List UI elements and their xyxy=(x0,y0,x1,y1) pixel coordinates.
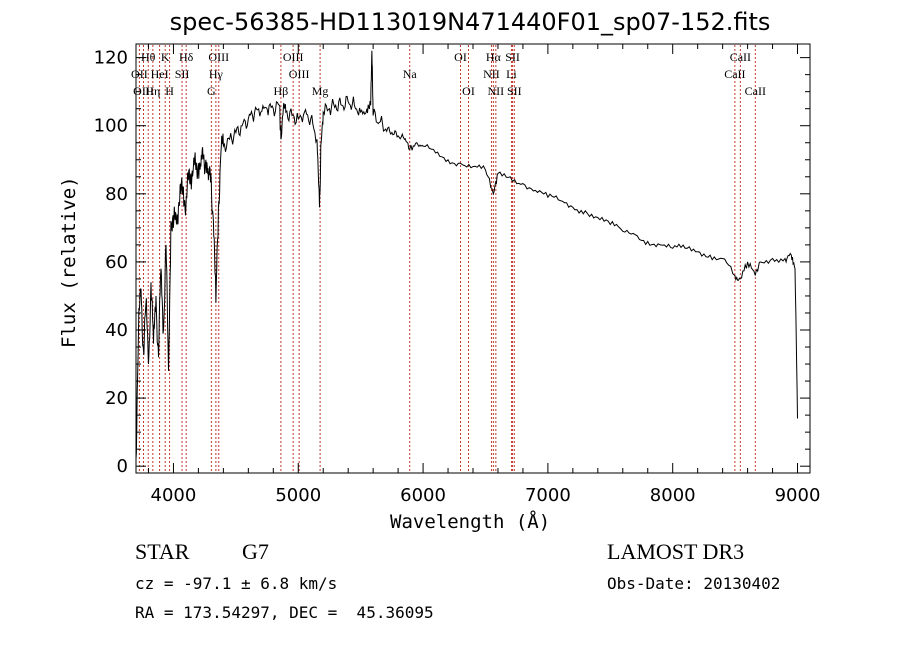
spectrum-series-line xyxy=(135,50,798,460)
redshift-label: cz = -97.1 ± 6.8 km/s xyxy=(135,574,338,593)
coords-label: RA = 173.54297, DEC = 45.36095 xyxy=(135,603,434,622)
spectral-line-label: OIII xyxy=(283,50,304,64)
spectral-line-label: Hβ xyxy=(274,84,289,98)
x-axis: 4000 5000 6000 7000 8000 9000 xyxy=(147,44,821,506)
plot-frame xyxy=(135,43,811,474)
spectral-line-label: OI xyxy=(462,84,475,98)
y-axis: 0 20 40 60 80 100 120 xyxy=(94,48,810,477)
spectral-line-label: Hη xyxy=(145,84,160,98)
spectral-line-label: Na xyxy=(403,67,418,81)
spectral-line-label: H xyxy=(165,84,174,98)
spectral-line-label: Li xyxy=(506,67,517,81)
spectral-line-label: G xyxy=(207,84,216,98)
spectral-line-label: OIII xyxy=(289,67,310,81)
spectral-line-label: SII xyxy=(507,84,522,98)
y-tick-label: 20 xyxy=(105,388,128,409)
spectral-line-label: Mg xyxy=(312,84,329,98)
spectral-line-label: Hδ xyxy=(179,50,194,64)
spectral-line-label: NII xyxy=(488,84,505,98)
spectral-line-label: OI xyxy=(454,50,467,64)
spectral-line-label: OIII xyxy=(208,50,229,64)
class-label: STAR xyxy=(135,539,190,564)
x-axis-label: Wavelength (Å) xyxy=(390,511,551,533)
subclass-label: G7 xyxy=(242,539,269,564)
y-tick-label: 120 xyxy=(94,48,128,69)
y-tick-label: 60 xyxy=(105,252,128,273)
x-tick-label: 8000 xyxy=(650,485,696,506)
x-tick-label: 6000 xyxy=(400,485,446,506)
y-tick-label: 80 xyxy=(105,184,128,205)
obs-date-label: Obs-Date: 20130402 xyxy=(607,574,781,593)
spectral-line-label: SII xyxy=(505,50,520,64)
spectral-line-label: OIII xyxy=(133,84,154,98)
spectral-line-label: HeI xyxy=(151,67,169,81)
spectral-line-label: CaII xyxy=(730,50,751,64)
spectral-line-label: CaII xyxy=(724,67,745,81)
spectral-line-label: Hγ xyxy=(209,67,224,81)
x-tick-label: 9000 xyxy=(775,485,821,506)
x-tick-label: 4000 xyxy=(151,485,197,506)
x-tick-label: 7000 xyxy=(525,485,571,506)
spectral-line-label: K xyxy=(161,50,170,64)
spectral-line-label: Hθ xyxy=(141,50,156,64)
y-tick-label: 100 xyxy=(94,116,128,137)
chart-title: spec-56385-HD113019N471440F01_sp07-152.f… xyxy=(169,8,771,36)
spectral-line-label: CaII xyxy=(745,84,766,98)
spectral-line-label: NII xyxy=(483,67,500,81)
spectral-line-markers xyxy=(138,45,756,472)
survey-label: LAMOST DR3 xyxy=(607,539,745,564)
y-axis-label: Flux (relative) xyxy=(58,176,80,348)
spectral-line-label: SII xyxy=(175,67,190,81)
spectral-line-label: OII xyxy=(131,67,148,81)
y-tick-label: 40 xyxy=(105,320,128,341)
spectral-line-label: Hα xyxy=(486,50,502,64)
x-tick-label: 5000 xyxy=(275,485,321,506)
y-tick-label: 0 xyxy=(117,456,128,477)
